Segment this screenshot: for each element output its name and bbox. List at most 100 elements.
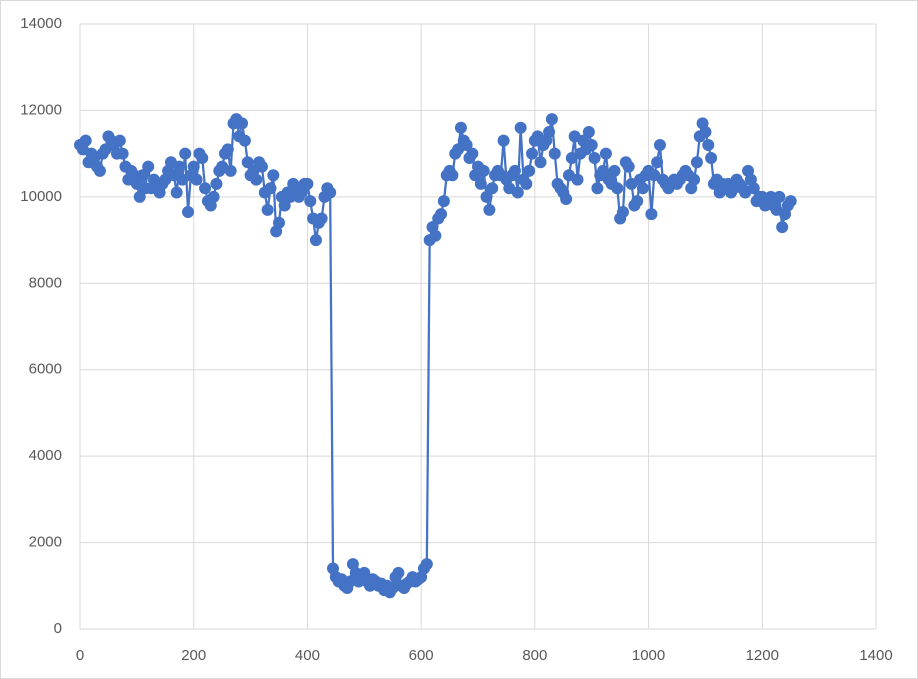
data-point: [776, 221, 789, 234]
y-tick-label: 2000: [29, 534, 62, 551]
data-point: [520, 177, 533, 190]
x-tick-label: 1000: [632, 647, 665, 664]
y-tick-label: 6000: [29, 361, 62, 378]
data-point: [392, 566, 405, 579]
x-tick-label: 1200: [746, 647, 779, 664]
data-point: [784, 195, 797, 208]
data-point: [210, 177, 223, 190]
data-point: [622, 160, 635, 173]
data-point: [591, 182, 604, 195]
data-point: [301, 177, 314, 190]
data-point: [480, 190, 493, 203]
data-point: [437, 195, 450, 208]
data-point: [267, 169, 280, 182]
data-point: [688, 173, 701, 186]
data-point: [261, 203, 274, 216]
x-tick-label: 1400: [859, 647, 892, 664]
data-point: [187, 160, 200, 173]
data-point: [264, 182, 277, 195]
data-point: [705, 151, 718, 164]
data-point: [278, 199, 291, 212]
data-point: [585, 139, 598, 151]
data-point: [435, 208, 448, 221]
data-point: [773, 190, 786, 203]
data-point: [93, 164, 106, 177]
data-point: [571, 173, 584, 186]
data-point: [560, 193, 573, 206]
data-point: [508, 164, 521, 177]
data-point: [238, 134, 251, 147]
data-point: [199, 182, 212, 195]
data-point: [588, 151, 601, 164]
data-point: [170, 186, 183, 199]
data-point: [543, 126, 556, 139]
data-point: [483, 203, 496, 216]
x-tick-label: 800: [522, 647, 547, 664]
data-point: [190, 173, 203, 186]
data-point: [454, 121, 467, 134]
data-point: [534, 156, 547, 169]
data-point: [309, 234, 322, 247]
data-point: [179, 147, 192, 160]
data-point: [224, 164, 237, 177]
data-point: [113, 134, 126, 147]
data-point: [446, 169, 459, 182]
y-tick-label: 4000: [29, 447, 62, 464]
data-point: [545, 113, 558, 126]
data-point: [616, 205, 629, 218]
data-point: [631, 195, 644, 208]
data-point: [196, 151, 209, 164]
data-point: [324, 186, 337, 199]
data-point: [221, 143, 234, 156]
data-point: [315, 212, 328, 225]
data-point: [548, 147, 561, 160]
data-point: [690, 156, 703, 169]
data-point: [136, 169, 149, 182]
x-tick-label: 200: [181, 647, 206, 664]
data-point: [420, 558, 433, 571]
data-point: [514, 121, 527, 134]
y-tick-label: 10000: [20, 188, 62, 205]
data-point: [526, 147, 539, 160]
data-point: [182, 205, 195, 218]
data-point: [173, 160, 186, 173]
x-tick-label: 400: [295, 647, 320, 664]
data-point: [429, 229, 442, 242]
data-point: [273, 216, 285, 229]
data-point: [599, 147, 612, 160]
y-tick-label: 0: [54, 620, 62, 637]
data-point: [477, 164, 490, 177]
y-tick-label: 14000: [20, 15, 62, 32]
data-point: [747, 182, 760, 195]
data-point: [582, 126, 595, 139]
data-point: [474, 177, 487, 190]
data-point: [486, 182, 499, 195]
data-point: [460, 139, 473, 151]
data-point: [207, 190, 220, 203]
data-point: [611, 182, 624, 195]
data-point: [523, 164, 536, 177]
data-point: [497, 134, 510, 147]
data-point: [636, 182, 649, 195]
data-point: [651, 156, 664, 169]
data-point: [250, 173, 263, 186]
data-point: [608, 164, 621, 177]
y-tick-label: 12000: [20, 101, 62, 118]
data-point: [133, 190, 146, 203]
data-point: [653, 139, 666, 151]
data-point: [304, 195, 317, 208]
data-point: [142, 160, 155, 173]
data-point: [79, 134, 92, 147]
data-point: [699, 126, 712, 139]
data-point: [116, 147, 129, 160]
x-tick-label: 600: [409, 647, 434, 664]
data-point: [645, 208, 658, 221]
data-point: [255, 160, 268, 173]
y-tick-label: 8000: [29, 274, 62, 291]
x-tick-label: 0: [76, 647, 84, 664]
data-point: [511, 186, 524, 199]
data-point: [702, 139, 715, 151]
data-point: [236, 117, 249, 130]
